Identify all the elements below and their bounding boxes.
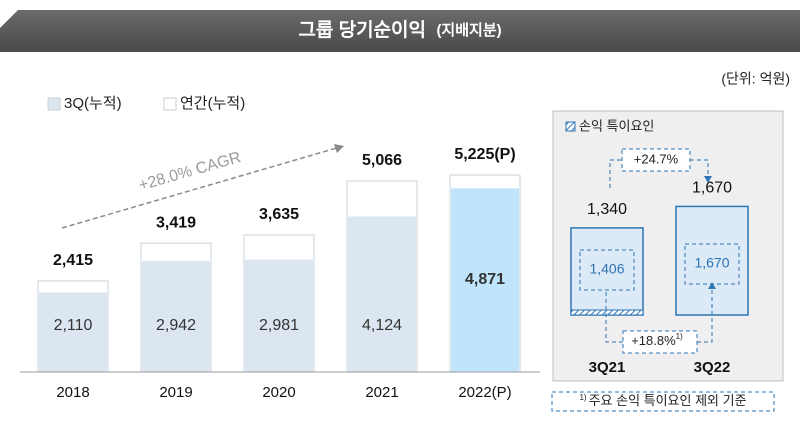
growth-marker: 1) bbox=[676, 332, 683, 341]
bar-label: 1,340 bbox=[587, 201, 627, 218]
footnote-box bbox=[551, 391, 775, 412]
footnote-marker: 1) bbox=[579, 393, 586, 402]
x-tick-label: 3Q22 bbox=[694, 359, 731, 376]
q3-label: 4,871 bbox=[465, 271, 505, 288]
q3-label: 2,942 bbox=[156, 317, 196, 334]
bar-label: 1,670 bbox=[692, 180, 732, 197]
q3-label: 4,124 bbox=[362, 317, 402, 334]
adjusted-box bbox=[579, 249, 635, 291]
growth-text: +18.8% bbox=[631, 333, 676, 348]
special-factor bbox=[570, 309, 644, 316]
x-tick-label: 2021 bbox=[365, 384, 398, 401]
adjusted-label: 1,670 bbox=[694, 255, 729, 271]
q3-bar bbox=[245, 259, 313, 372]
q3-bar bbox=[39, 292, 107, 372]
annual-label: 3,635 bbox=[259, 206, 299, 223]
title-band bbox=[0, 10, 800, 52]
unit: (단위: 억원) bbox=[721, 71, 790, 87]
growth-label: +18.8%1) bbox=[631, 332, 683, 348]
q3-bar bbox=[348, 216, 416, 372]
legend-swatch bbox=[565, 121, 576, 132]
cagr-arrow bbox=[61, 146, 341, 229]
title: 그룹 당기순이익 (지배지분) bbox=[298, 19, 501, 41]
legend-label: 연간(누적) bbox=[180, 95, 245, 112]
growth-box bbox=[621, 148, 691, 172]
connector bbox=[609, 159, 622, 188]
side-chart: 1,340 1,406 3Q21 1,670 1,670 3Q22 bbox=[570, 180, 749, 376]
bar bbox=[570, 227, 644, 316]
footnote: 1) 주요 손익 특이요인 제외 기준 bbox=[579, 393, 746, 408]
footnote-text: 주요 손익 특이요인 제외 기준 bbox=[589, 393, 747, 408]
growth-box bbox=[622, 330, 698, 354]
annual-label: 5,066 bbox=[362, 152, 402, 169]
q3-bar bbox=[142, 261, 210, 372]
x-tick-label: 3Q21 bbox=[589, 359, 626, 376]
cagr-label: +28.0% CAGR bbox=[137, 149, 243, 194]
arrowhead bbox=[334, 144, 344, 153]
x-tick-label: 2020 bbox=[262, 384, 295, 401]
legend-label: 3Q(누적) bbox=[64, 95, 122, 112]
x-tick-label: 2022(P) bbox=[458, 384, 511, 401]
q3-label: 2,981 bbox=[259, 317, 299, 334]
legend-label: 손익 특이요인 bbox=[579, 118, 654, 133]
arrowhead bbox=[708, 282, 716, 289]
q3-bar bbox=[451, 188, 519, 372]
connector bbox=[690, 159, 709, 180]
bar bbox=[675, 205, 749, 316]
connector bbox=[605, 292, 623, 343]
x-tick-label: 2019 bbox=[159, 384, 192, 401]
q3-label: 2,110 bbox=[54, 317, 93, 334]
legend-swatch bbox=[163, 97, 177, 111]
annual-label: 5,225(P) bbox=[454, 146, 515, 163]
legend-swatch bbox=[47, 97, 61, 111]
annual-label: 3,419 bbox=[156, 214, 196, 231]
title-sub: (지배지분) bbox=[436, 22, 501, 39]
main-chart: 3Q(누적) 연간(누적) +28.0% CAGR 2,415 2,110 2018 3,4… bbox=[20, 95, 540, 401]
connector bbox=[697, 285, 713, 343]
x-tick-label: 2018 bbox=[56, 384, 89, 401]
title-main: 그룹 당기순이익 bbox=[298, 19, 426, 41]
arrowhead bbox=[704, 176, 712, 183]
annual-label: 2,415 bbox=[53, 252, 93, 269]
growth-label: +24.7% bbox=[634, 151, 679, 166]
adjusted-label: 1,406 bbox=[589, 261, 624, 277]
